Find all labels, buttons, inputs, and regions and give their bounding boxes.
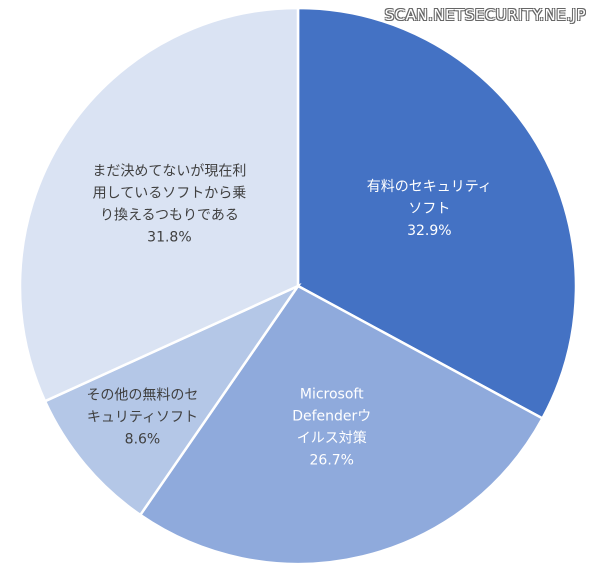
pie-slices [18,6,578,566]
pie-slice-label-line-1-1: Defenderウ [292,409,371,425]
pie-slice-label-0: 有料のセキュリティソフト 32.9% [367,179,492,239]
pie-slice-1 [138,284,545,566]
pie-slice-label-line-3-0: まだ決めてないが現在利 [92,163,246,179]
pie-slice-label-line-3-1: 用しているソフトから乗 [93,185,247,201]
pie-slice-0 [296,6,578,421]
pie-labels: 有料のセキュリティソフト 32.9% Microsoft Defenderウイルス対策… [86,163,492,468]
pie-slice-label-line-1-2: イルス対策 [297,430,367,447]
pie-slice-value-1: 26.7% [310,453,354,469]
pie-slice-label-line-0-0: 有料のセキュリティ [367,179,492,195]
pie-slice-label-line-1-0: Microsoft [300,387,364,403]
pie-slice-value-2: 8.6% [125,431,161,447]
pie-slice-3 [18,6,300,403]
pie-slice-label-1: Microsoft Defenderウイルス対策 26.7% [292,387,371,469]
pie-slice-label-3: まだ決めてないが現在利用しているソフトから乗り換えるつもりである 31.8% [92,163,246,245]
pie-slice-2 [43,282,302,517]
pie-slice-label-line-0-1: ソフト [408,201,450,217]
pie-slice-label-2: その他の無料のセキュリティソフト 8.6% [86,387,198,447]
pie-slice-label-line-3-2: り換えるつもりである [100,207,239,223]
pie-slice-label-line-2-1: キュリティソフト [87,409,198,425]
pie-slice-label-line-2-0: その他の無料のセ [86,387,198,403]
watermark: SCAN.NETSECURITY.NE.JP [384,6,586,24]
pie-slice-value-3: 31.8% [147,229,191,245]
pie-slice-value-0: 32.9% [407,223,451,239]
